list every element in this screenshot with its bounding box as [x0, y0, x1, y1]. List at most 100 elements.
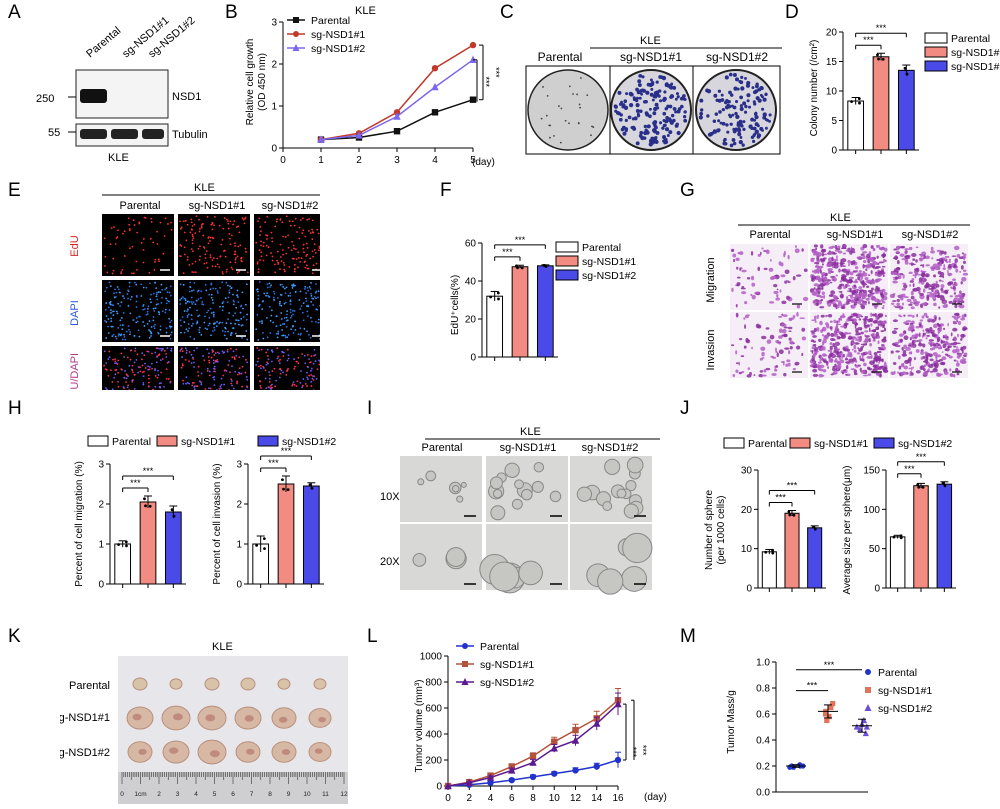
legend-swatch	[555, 269, 579, 281]
cell-nucleus	[164, 217, 167, 220]
cell-nucleus	[191, 233, 194, 236]
legend-swatch	[555, 241, 579, 253]
blot-band	[142, 129, 164, 139]
cell-nucleus	[204, 315, 206, 318]
stained-cell	[883, 327, 887, 332]
cell-nucleus	[143, 370, 145, 373]
cell-nucleus	[226, 350, 229, 353]
stained-cell	[775, 297, 780, 301]
cell-nucleus	[285, 286, 288, 289]
colony	[645, 90, 650, 95]
cell-nucleus	[302, 243, 305, 246]
stained-cell	[909, 337, 912, 341]
data-point	[593, 719, 601, 727]
cell-nucleus	[141, 364, 144, 367]
stained-cell	[819, 269, 822, 274]
cell-nucleus	[168, 291, 171, 294]
cell-nucleus	[188, 327, 191, 330]
stained-cell	[842, 252, 847, 255]
stained-cell	[922, 263, 925, 268]
bar	[913, 485, 929, 589]
legend-label: sg-NSD1#1	[814, 438, 868, 450]
stained-cell	[788, 317, 795, 321]
stained-cell	[834, 249, 840, 252]
cell-nucleus	[207, 242, 210, 245]
cell-nucleus	[303, 354, 306, 357]
sphere	[445, 547, 466, 567]
micrograph	[254, 214, 320, 276]
stained-cell	[780, 361, 785, 363]
stained-cell	[833, 294, 837, 300]
cell-nucleus	[298, 226, 301, 229]
colony	[682, 115, 687, 119]
cell-nucleus	[286, 348, 289, 351]
stained-cell	[787, 254, 790, 260]
cell-nucleus	[120, 271, 123, 273]
data-point	[614, 756, 622, 764]
cell-nucleus	[142, 375, 145, 378]
stained-cell	[753, 374, 756, 377]
cell-nucleus	[142, 237, 145, 240]
stained-cell	[915, 349, 920, 353]
cell-nucleus	[301, 353, 303, 355]
stained-cell	[936, 258, 940, 262]
stained-cell	[776, 293, 779, 298]
stained-cell	[818, 338, 822, 342]
micrograph	[254, 346, 320, 390]
replicate-point	[520, 266, 524, 270]
cell-nucleus	[147, 374, 150, 377]
colony	[674, 97, 678, 101]
cell-nucleus	[230, 378, 233, 381]
stained-cell	[950, 286, 953, 289]
row-label: sg-NSD1#2	[60, 747, 110, 759]
stained-cell	[922, 368, 926, 372]
cell-nucleus	[301, 232, 304, 234]
cell-nucleus	[241, 324, 244, 326]
stained-cell	[852, 260, 856, 265]
sphere	[616, 488, 627, 499]
colony	[635, 96, 639, 100]
cell-nucleus	[267, 246, 270, 249]
cell-nucleus	[307, 305, 310, 308]
cell-nucleus	[257, 374, 260, 377]
cell-nucleus	[278, 376, 281, 379]
stained-cell	[851, 348, 854, 351]
stained-cell	[905, 320, 912, 323]
x-tick-label: 8	[530, 793, 536, 804]
stained-cell	[815, 268, 820, 274]
cell-nucleus	[283, 323, 286, 325]
cell-nucleus	[316, 228, 319, 231]
data-point	[856, 726, 864, 733]
column-label: Parental	[750, 229, 791, 241]
blot-marker: 55	[48, 127, 60, 139]
stained-cell	[778, 349, 784, 355]
y-tick-label: 0.8	[756, 684, 770, 695]
cell-nucleus	[157, 258, 160, 261]
stained-cell	[874, 298, 880, 303]
cell-nucleus	[244, 247, 247, 250]
cell-nucleus	[256, 262, 259, 265]
colony	[721, 107, 725, 112]
stained-cell	[834, 358, 838, 362]
stained-cell	[956, 372, 960, 376]
cell-nucleus	[234, 253, 237, 256]
cell-nucleus	[128, 228, 131, 230]
cell-nucleus	[236, 271, 239, 274]
stained-cell	[837, 300, 842, 303]
cell-nucleus	[170, 325, 173, 328]
stained-cell	[935, 360, 938, 363]
cell-nucleus	[146, 310, 149, 313]
colony	[655, 131, 660, 135]
stained-cell	[960, 333, 966, 338]
cell-nucleus	[105, 302, 108, 304]
cell-nucleus	[267, 358, 270, 361]
stained-cell	[945, 347, 950, 352]
cell-nucleus	[311, 231, 314, 233]
cell-nucleus	[281, 221, 284, 224]
colony	[699, 108, 704, 112]
stained-cell	[792, 275, 796, 281]
stained-cell	[926, 356, 929, 361]
stained-cell	[944, 255, 950, 258]
cell-nucleus	[181, 296, 184, 298]
y-tick-label: 600	[425, 704, 442, 715]
